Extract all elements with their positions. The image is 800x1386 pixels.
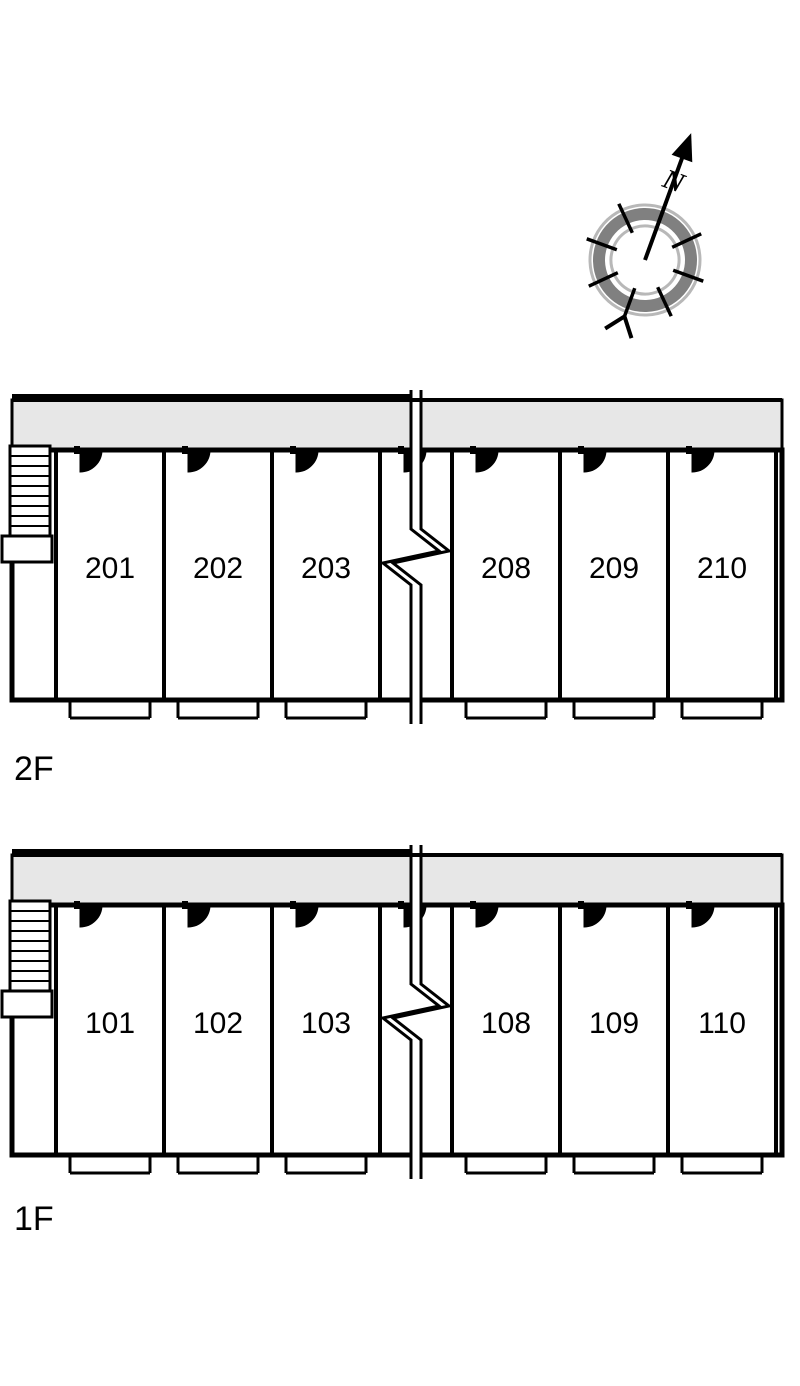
floor-plan-diagram: N 201 202 203 208 209 210 101 102 103 108 109 110 2F… [0,0,800,1381]
room-label: 202 [193,552,243,585]
room-label: 201 [85,552,135,585]
plan-svg: N 201 202 203 208 209 210 101 102 103 108 109 110 [0,0,800,1381]
room-label: 208 [481,552,531,585]
room-label: 110 [698,1007,746,1040]
compass-icon: N [560,112,749,355]
floor-2F: 201 202 203 208 209 210 [2,390,782,724]
floor-1F: 101 102 103 108 109 110 [2,845,782,1179]
room-label: 108 [481,1007,531,1040]
room-label: 109 [589,1007,639,1040]
room-label: 101 [85,1007,135,1040]
floor-label-1f: 1F [14,1200,54,1239]
room-label: 103 [301,1007,351,1040]
room-label: 209 [589,552,639,585]
svg-text:N: N [658,163,690,200]
room-label: 203 [301,552,351,585]
room-label: 102 [193,1007,243,1040]
room-label: 210 [697,552,747,585]
floor-label-2f: 2F [14,750,54,789]
